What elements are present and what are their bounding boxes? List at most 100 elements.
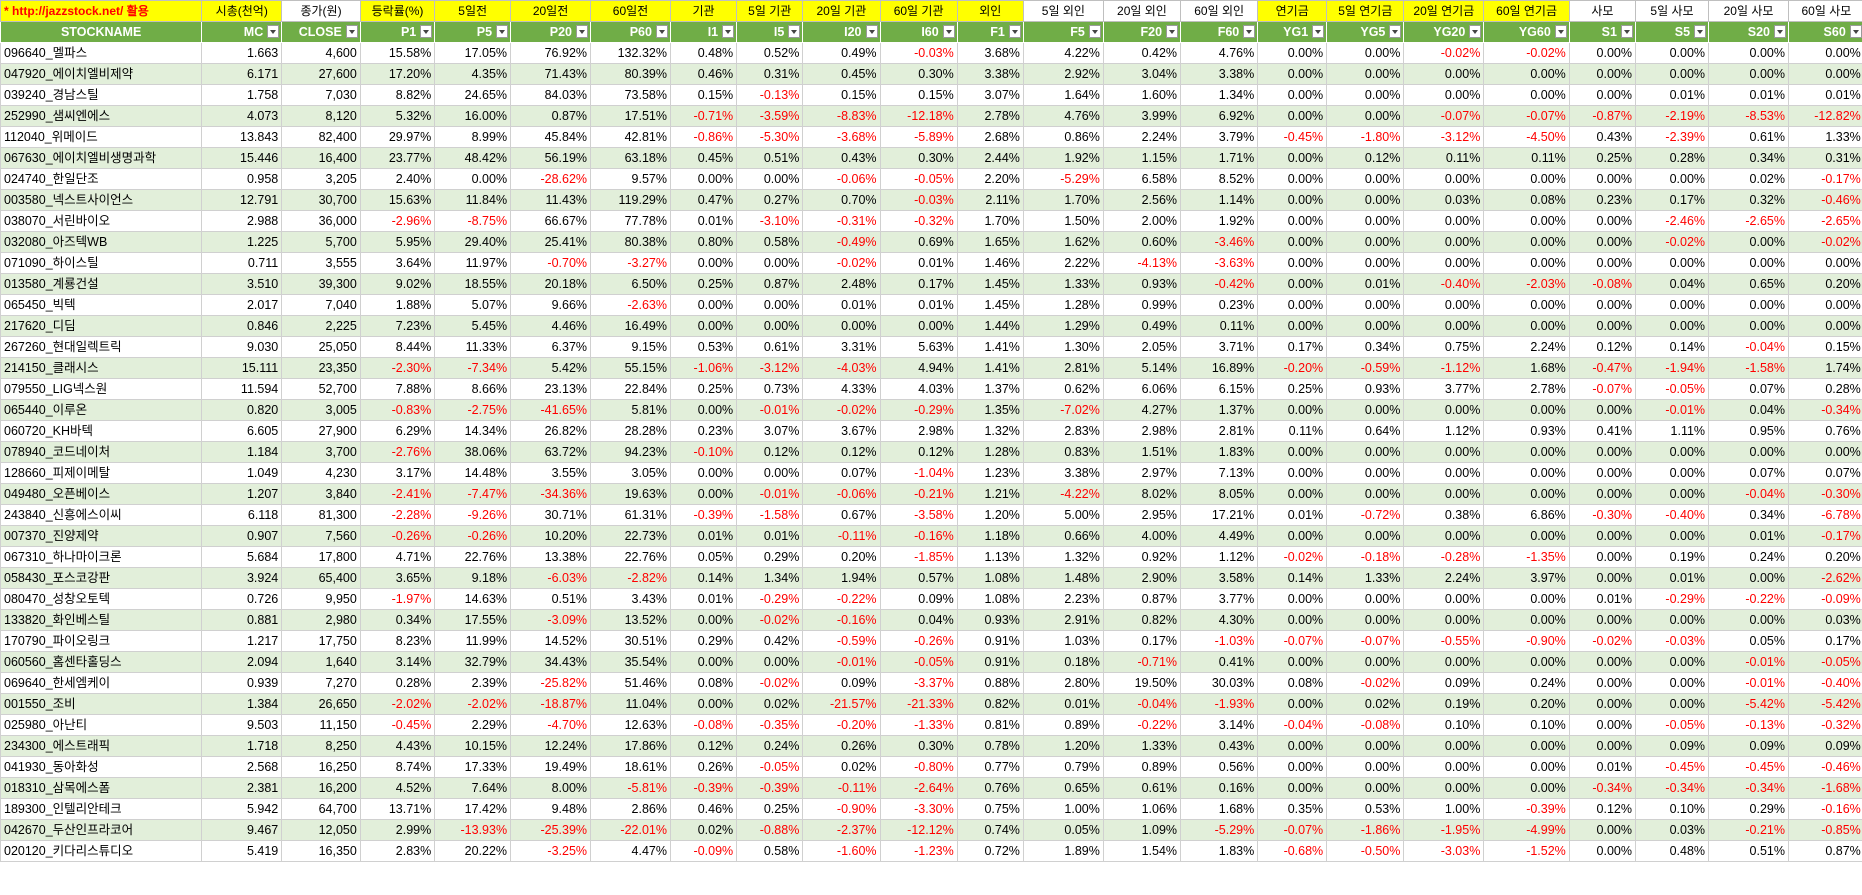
cell-p1[interactable]: 3.64%: [359, 252, 436, 274]
cell-i5[interactable]: -0.05%: [736, 756, 804, 778]
cell-f60[interactable]: 3.38%: [1180, 63, 1259, 85]
cell-p60[interactable]: 18.61%: [590, 756, 671, 778]
cell-f5[interactable]: 2.80%: [1022, 672, 1104, 694]
cell-s1[interactable]: 0.00%: [1568, 546, 1636, 568]
cell-f5[interactable]: 1.00%: [1022, 798, 1104, 820]
cell-f20[interactable]: -4.13%: [1102, 252, 1182, 274]
cell-i20[interactable]: -8.83%: [802, 105, 881, 127]
cell-f1[interactable]: 0.74%: [956, 819, 1024, 841]
cell-p1[interactable]: -2.30%: [359, 357, 436, 379]
cell-yg20[interactable]: 0.09%: [1403, 672, 1485, 694]
cell-yg60[interactable]: 0.00%: [1483, 210, 1570, 232]
cell-i5[interactable]: 0.00%: [736, 462, 804, 484]
cell-f60[interactable]: 3.71%: [1180, 336, 1259, 358]
cell-i1[interactable]: -0.39%: [669, 504, 738, 526]
cell-f20[interactable]: 1.15%: [1102, 147, 1182, 169]
cell-mc[interactable]: 9.467: [201, 819, 283, 841]
cell-i60[interactable]: -1.33%: [879, 714, 958, 736]
cell-s5[interactable]: -2.19%: [1634, 105, 1710, 127]
cell-f1[interactable]: 3.07%: [956, 84, 1024, 106]
cell-s1[interactable]: 0.00%: [1568, 315, 1636, 337]
cell-s5[interactable]: 0.01%: [1634, 567, 1710, 589]
filter-dropdown-icon[interactable]: [1389, 25, 1402, 38]
cell-p60[interactable]: -22.01%: [590, 819, 671, 841]
cell-p1[interactable]: 8.82%: [359, 84, 436, 106]
header-group-cell[interactable]: 5일 연기금: [1326, 0, 1405, 22]
cell-s60[interactable]: 0.03%: [1787, 609, 1862, 631]
cell-p1[interactable]: -2.41%: [359, 483, 436, 505]
column-header-p1[interactable]: P1: [359, 21, 436, 43]
cell-yg1[interactable]: -0.45%: [1257, 126, 1328, 148]
stock-name-cell[interactable]: 042670_두산인프라코어: [0, 819, 203, 841]
cell-i20[interactable]: 0.00%: [802, 315, 881, 337]
cell-f60[interactable]: 1.71%: [1180, 147, 1259, 169]
cell-s5[interactable]: 0.00%: [1634, 651, 1710, 673]
cell-yg5[interactable]: 0.00%: [1326, 525, 1405, 547]
cell-i5[interactable]: 0.61%: [736, 336, 804, 358]
cell-p60[interactable]: 6.50%: [590, 273, 671, 295]
cell-i20[interactable]: -2.37%: [802, 819, 881, 841]
cell-yg1[interactable]: 0.00%: [1257, 231, 1328, 253]
cell-p60[interactable]: -2.82%: [590, 567, 671, 589]
cell-i1[interactable]: 0.53%: [669, 336, 738, 358]
cell-yg20[interactable]: 0.00%: [1403, 210, 1485, 232]
stock-name-cell[interactable]: 003580_넥스트사이언스: [0, 189, 203, 211]
cell-i1[interactable]: 0.29%: [669, 630, 738, 652]
cell-s1[interactable]: 0.00%: [1568, 42, 1636, 64]
cell-p1[interactable]: 5.95%: [359, 231, 436, 253]
cell-p5[interactable]: 14.34%: [434, 420, 512, 442]
cell-i60[interactable]: -1.23%: [879, 840, 958, 862]
cell-p5[interactable]: -2.02%: [434, 693, 512, 715]
cell-yg20[interactable]: 0.00%: [1403, 84, 1485, 106]
cell-yg20[interactable]: 0.00%: [1403, 609, 1485, 631]
cell-close[interactable]: 65,400: [281, 567, 361, 589]
cell-yg60[interactable]: 0.00%: [1483, 483, 1570, 505]
stock-name-cell[interactable]: 041930_동아화성: [0, 756, 203, 778]
cell-f5[interactable]: 0.62%: [1022, 378, 1104, 400]
cell-p60[interactable]: 3.05%: [590, 462, 671, 484]
cell-yg1[interactable]: 0.00%: [1257, 756, 1328, 778]
cell-f1[interactable]: 2.11%: [956, 189, 1024, 211]
cell-s60[interactable]: -0.17%: [1787, 168, 1862, 190]
cell-s1[interactable]: 0.41%: [1568, 420, 1636, 442]
cell-f1[interactable]: 1.45%: [956, 294, 1024, 316]
column-header-stockname[interactable]: STOCKNAME: [0, 21, 203, 43]
cell-yg20[interactable]: -0.55%: [1403, 630, 1485, 652]
cell-p60[interactable]: -2.63%: [590, 294, 671, 316]
cell-p60[interactable]: 61.31%: [590, 504, 671, 526]
cell-s60[interactable]: 0.01%: [1787, 84, 1862, 106]
cell-f1[interactable]: 0.77%: [956, 756, 1024, 778]
cell-close[interactable]: 52,700: [281, 378, 361, 400]
cell-p60[interactable]: 11.04%: [590, 693, 671, 715]
cell-p20[interactable]: 66.67%: [510, 210, 592, 232]
cell-f60[interactable]: -1.93%: [1180, 693, 1259, 715]
cell-close[interactable]: 11,150: [281, 714, 361, 736]
cell-s5[interactable]: -2.46%: [1634, 210, 1710, 232]
stock-name-cell[interactable]: 060560_홈센타홀딩스: [0, 651, 203, 673]
cell-i1[interactable]: 0.25%: [669, 378, 738, 400]
cell-p20[interactable]: 9.66%: [510, 294, 592, 316]
cell-f60[interactable]: 8.05%: [1180, 483, 1259, 505]
cell-p20[interactable]: 0.87%: [510, 105, 592, 127]
column-header-i1[interactable]: I1: [669, 21, 738, 43]
cell-yg1[interactable]: 0.00%: [1257, 63, 1328, 85]
cell-s1[interactable]: -0.07%: [1568, 378, 1636, 400]
cell-f60[interactable]: -3.63%: [1180, 252, 1259, 274]
cell-s20[interactable]: -2.65%: [1708, 210, 1789, 232]
cell-f60[interactable]: 1.34%: [1180, 84, 1259, 106]
cell-i1[interactable]: 0.02%: [669, 819, 738, 841]
cell-i5[interactable]: 0.29%: [736, 546, 804, 568]
cell-i60[interactable]: 0.69%: [879, 231, 958, 253]
stock-name-cell[interactable]: 013580_계룡건설: [0, 273, 203, 295]
cell-s1[interactable]: -0.87%: [1568, 105, 1636, 127]
filter-dropdown-icon[interactable]: [576, 25, 589, 38]
cell-i5[interactable]: -5.30%: [736, 126, 804, 148]
cell-yg20[interactable]: 0.19%: [1403, 693, 1485, 715]
cell-yg20[interactable]: 0.00%: [1403, 294, 1485, 316]
cell-i20[interactable]: -1.60%: [802, 840, 881, 862]
cell-f20[interactable]: 6.06%: [1102, 378, 1182, 400]
cell-s5[interactable]: -0.05%: [1634, 378, 1710, 400]
cell-i5[interactable]: -0.35%: [736, 714, 804, 736]
column-header-yg60[interactable]: YG60: [1483, 21, 1570, 43]
cell-p20[interactable]: -0.70%: [510, 252, 592, 274]
